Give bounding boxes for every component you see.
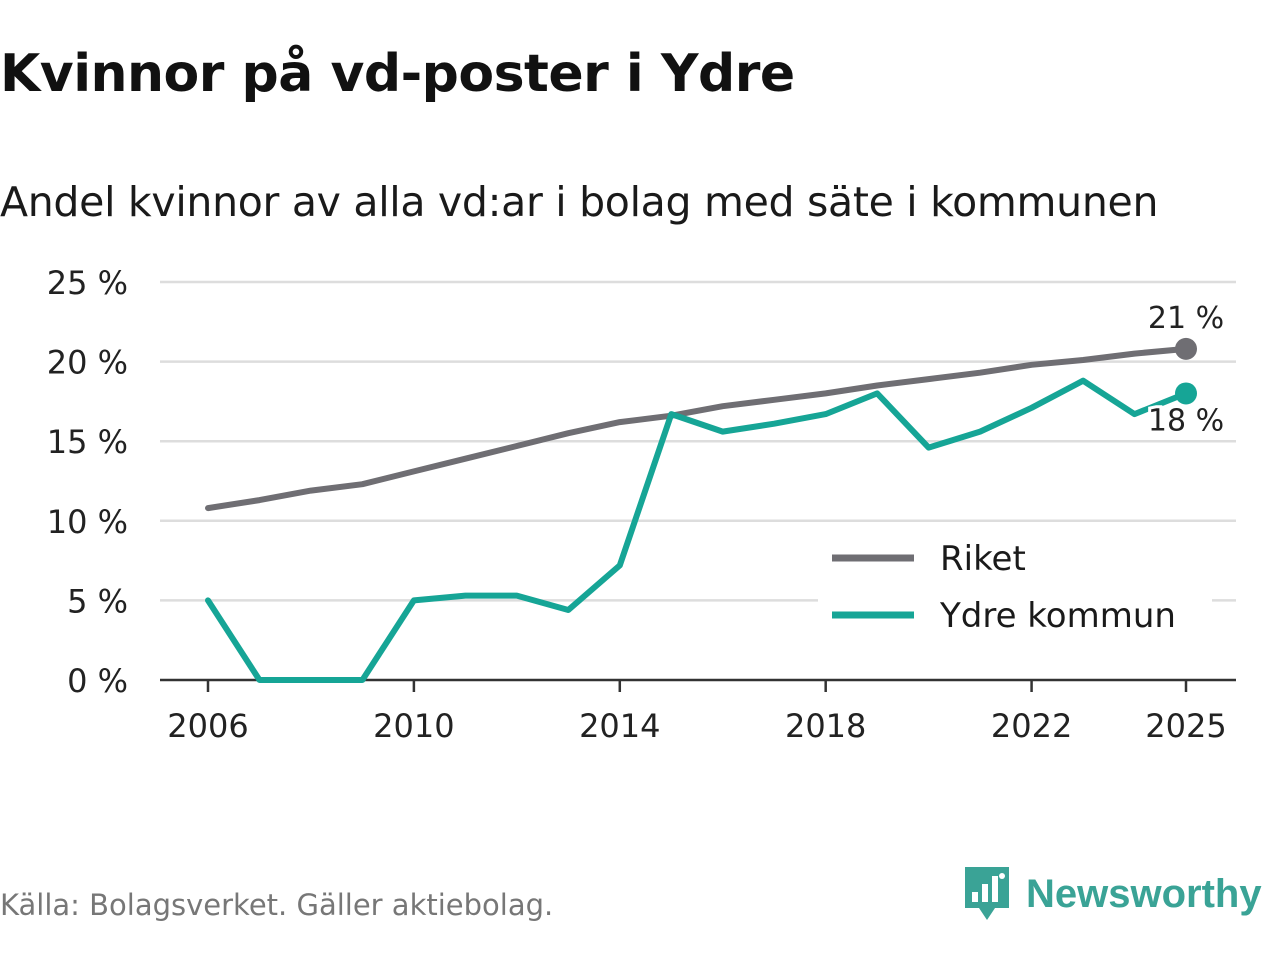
x-tick-label: 2025: [1145, 707, 1226, 745]
data-point-ydre: [1029, 405, 1035, 411]
x-tick-label: 2018: [785, 707, 866, 745]
data-point-ydre: [359, 677, 365, 683]
end-labels: 21 % 18 %: [1145, 298, 1227, 442]
end-marker-riket: [1175, 337, 1197, 360]
newsworthy-logo-icon: [965, 867, 1009, 920]
y-tick-label: 15 %: [47, 423, 128, 461]
data-point-riket: [617, 419, 623, 425]
series-lines: [205, 345, 1189, 683]
data-point-ydre: [565, 607, 571, 613]
chart-subtitle: Andel kvinnor av alla vd:ar i bolag med …: [0, 178, 1159, 226]
data-point-ydre: [617, 562, 623, 568]
series-line-riket: [205, 345, 1189, 512]
legend-label-riket: Riket: [940, 539, 1026, 579]
data-point-ydre: [462, 593, 468, 599]
data-point-ydre: [514, 593, 520, 599]
gridlines: [160, 280, 1236, 602]
source-note: Källa: Bolagsverket. Gäller aktiebolag.: [0, 888, 554, 922]
y-axis-ticks: 0 % 5 % 10 % 15 % 20 % 25 %: [47, 264, 128, 700]
y-tick-label: 25 %: [47, 264, 128, 302]
x-tick-label: 2010: [373, 707, 454, 745]
data-point-riket: [411, 468, 417, 474]
data-point-riket: [1029, 362, 1035, 368]
data-point-riket: [256, 497, 262, 503]
data-point-ydre: [720, 429, 726, 435]
y-tick-label: 10 %: [47, 503, 128, 541]
data-point-riket: [720, 403, 726, 409]
data-point-ydre: [874, 390, 880, 396]
data-point-ydre: [1080, 378, 1086, 384]
legend: Riket Ydre kommun: [818, 539, 1212, 642]
x-axis: 2006 2010 2014 2018 2022 2025: [160, 678, 1236, 745]
end-label-riket: 21 %: [1148, 301, 1224, 336]
data-point-riket: [359, 481, 365, 487]
x-tick-label: 2014: [579, 707, 660, 745]
data-point-riket: [205, 505, 211, 511]
y-tick-label: 20 %: [47, 344, 128, 382]
data-point-ydre: [308, 677, 314, 683]
data-point-riket: [823, 390, 829, 396]
brand-logo: Newsworthy: [962, 864, 1262, 924]
data-point-riket: [514, 443, 520, 449]
series-line-ydre: [205, 377, 1189, 683]
data-point-riket: [926, 376, 932, 382]
data-point-riket: [977, 370, 983, 376]
data-point-ydre: [771, 421, 777, 427]
data-point-ydre: [926, 445, 932, 451]
data-point-riket: [308, 488, 314, 494]
data-point-ydre: [411, 597, 417, 603]
legend-label-ydre: Ydre kommun: [939, 596, 1176, 636]
y-tick-label: 5 %: [67, 582, 128, 620]
chart-title: Kvinnor på vd-poster i Ydre: [0, 44, 795, 104]
y-tick-label: 0 %: [67, 662, 128, 700]
end-label-ydre: 18 %: [1148, 403, 1224, 438]
brand-name: Newsworthy: [1026, 871, 1262, 916]
data-point-ydre: [1132, 411, 1138, 417]
x-tick-label: 2022: [991, 707, 1072, 745]
data-point-ydre: [668, 411, 674, 417]
data-point-ydre: [205, 597, 211, 603]
data-point-riket: [1080, 357, 1086, 363]
data-point-riket: [565, 430, 571, 436]
data-point-riket: [1132, 351, 1138, 357]
data-point-ydre: [977, 429, 983, 435]
end-marker-ydre: [1175, 382, 1197, 405]
data-point-riket: [462, 456, 468, 462]
data-point-ydre: [256, 677, 262, 683]
data-point-ydre: [823, 411, 829, 417]
data-point-riket: [874, 382, 880, 388]
data-point-riket: [771, 397, 777, 403]
x-tick-label: 2006: [167, 707, 248, 745]
